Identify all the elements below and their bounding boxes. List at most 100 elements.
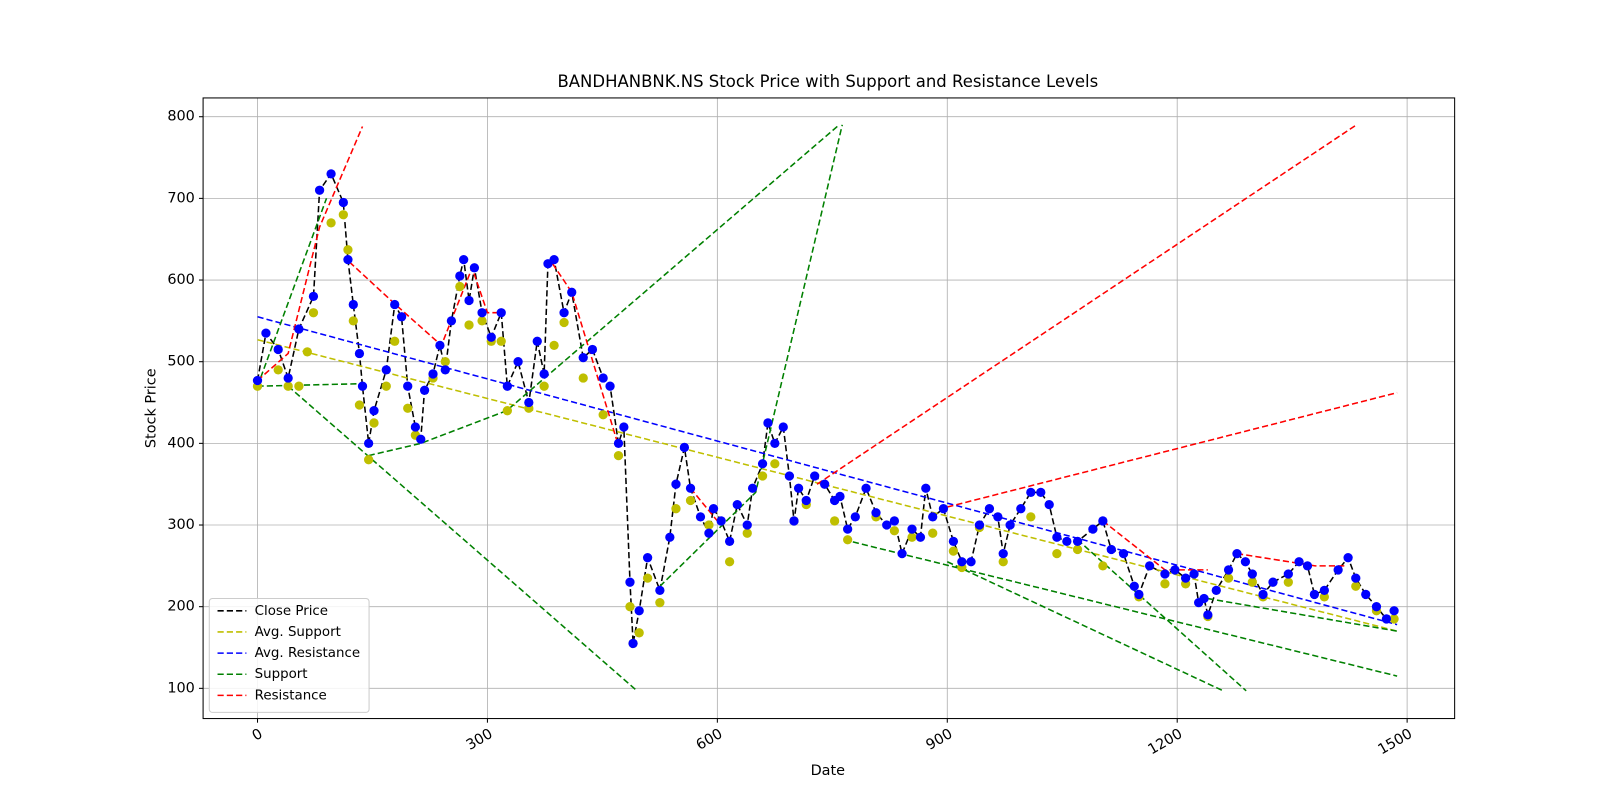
price-point (642, 553, 653, 563)
price-point (628, 638, 638, 649)
price-point (283, 373, 293, 383)
price-point (1170, 565, 1180, 575)
price-point (464, 295, 474, 306)
price-point (513, 357, 523, 367)
price-point (907, 524, 917, 534)
support-point (1160, 579, 1170, 589)
support-point (742, 528, 752, 538)
support-point (403, 403, 413, 413)
price-point (357, 381, 368, 391)
legend-label: Avg. Support (255, 625, 341, 640)
support-point (1072, 544, 1083, 555)
price-point (634, 606, 644, 616)
price-point (897, 548, 907, 559)
price-point (625, 577, 635, 587)
price-point (273, 344, 283, 355)
price-point (789, 516, 799, 526)
legend-label: Avg. Resistance (255, 646, 360, 661)
price-point (1180, 573, 1191, 583)
support-point (354, 400, 365, 410)
price-point (1144, 561, 1155, 571)
support-point (770, 459, 780, 469)
price-point (381, 365, 391, 375)
support-point (502, 406, 512, 416)
y-tick-label: 600 (167, 272, 195, 288)
price-point (1129, 581, 1139, 591)
y-tick-label: 400 (167, 435, 195, 451)
legend-box (208, 597, 370, 713)
price-point (369, 406, 379, 416)
price-point (1319, 585, 1329, 595)
price-point (559, 308, 569, 318)
plot-area: 0 300 600 900 1200 15001002003004005006007008… (167, 97, 1455, 758)
price-point (704, 528, 714, 538)
price-point (685, 483, 696, 493)
support-point (642, 573, 653, 583)
y-tick-label: 300 (167, 517, 195, 533)
price-point (459, 254, 469, 265)
price-point (763, 418, 773, 428)
support-point (294, 381, 304, 391)
price-point (428, 369, 438, 379)
price-point (1294, 557, 1304, 567)
support-point (283, 381, 293, 391)
support-point (948, 546, 959, 556)
price-point (882, 520, 892, 530)
price-point (532, 336, 542, 346)
support-point (559, 317, 569, 328)
price-point (1361, 589, 1371, 600)
support-point (1389, 614, 1399, 624)
support-point (343, 245, 353, 255)
price-point (784, 471, 795, 481)
legend-label: Close Price (255, 604, 328, 619)
price-point (1223, 565, 1234, 575)
support-point (390, 336, 400, 346)
price-point (1389, 606, 1399, 616)
support-point (549, 340, 559, 351)
support-point (578, 373, 588, 383)
price-point (1134, 589, 1144, 600)
price-point (338, 197, 348, 208)
support-point (598, 410, 608, 420)
price-point (1106, 544, 1116, 555)
support-point (1351, 581, 1361, 591)
price-point (354, 348, 365, 359)
price-point (861, 483, 871, 493)
price-point (966, 557, 976, 567)
price-point (801, 495, 811, 506)
support-point (889, 526, 900, 536)
price-point (294, 324, 304, 334)
price-point (938, 504, 949, 514)
x-axis-label: Date (811, 763, 846, 779)
price-point (567, 287, 577, 297)
price-point (416, 434, 426, 444)
price-point (871, 508, 881, 518)
support-point (724, 557, 735, 567)
price-point (524, 397, 534, 408)
price-point (598, 373, 608, 383)
price-point (843, 524, 853, 534)
price-point (363, 438, 374, 449)
support-point (829, 516, 840, 526)
price-point (613, 438, 624, 449)
price-point (1371, 602, 1382, 612)
price-point (502, 381, 512, 391)
price-point (1211, 585, 1221, 595)
support-point (1052, 548, 1062, 559)
series-line (256, 124, 1398, 692)
price-point (496, 308, 506, 318)
price-point (1098, 516, 1108, 526)
price-point (835, 491, 845, 502)
price-point (1232, 548, 1242, 559)
price-point (1026, 487, 1036, 497)
price-point (708, 504, 719, 514)
price-point (732, 499, 742, 510)
price-point (778, 422, 788, 432)
price-point (549, 254, 559, 265)
support-point (308, 308, 319, 318)
price-point (820, 479, 830, 489)
price-point (742, 520, 752, 530)
price-point (1343, 553, 1353, 563)
price-point (1381, 614, 1392, 624)
price-point (1302, 561, 1313, 571)
